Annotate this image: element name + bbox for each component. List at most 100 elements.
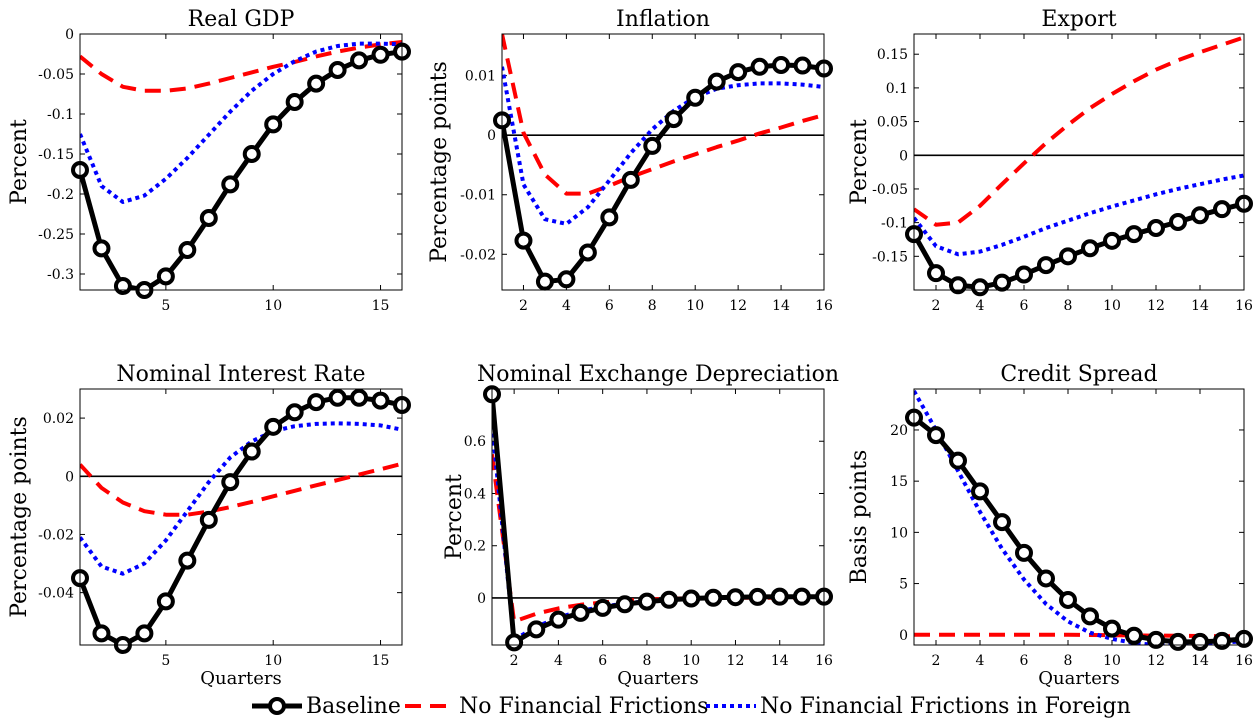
baseline-point	[307, 74, 326, 93]
x-tick-label: 12	[729, 298, 747, 314]
y-tick-label: 0	[477, 591, 486, 607]
baseline-point	[1037, 256, 1055, 275]
y-tick-label: 0.05	[877, 115, 908, 131]
legend-label: Baseline	[306, 694, 401, 719]
series-line-baseline	[914, 201, 1244, 290]
x-tick-label: 12	[1147, 298, 1165, 314]
legend-label: No Financial Frictions in Foreign	[760, 694, 1131, 719]
series-line-baseline	[914, 415, 1244, 645]
baseline-point	[707, 72, 726, 91]
baseline-point	[178, 551, 197, 570]
axes-frame	[79, 388, 403, 646]
y-tick-label: 0	[899, 628, 908, 644]
baseline-point	[1169, 632, 1187, 651]
x-tick-label: 6	[598, 653, 607, 669]
baseline-point	[729, 63, 748, 82]
baseline-point	[600, 208, 619, 227]
x-tick-label: 10	[264, 298, 282, 314]
baseline-point	[221, 175, 240, 194]
series-line-no-financial-frictions-in-foreign	[80, 421, 402, 576]
axes-frame	[501, 33, 825, 291]
baseline-point	[113, 277, 132, 295]
series-line-baseline	[80, 49, 402, 290]
series-line-baseline	[80, 395, 402, 645]
baseline-point	[1147, 630, 1165, 649]
y-tick-label: -0.05	[872, 182, 908, 198]
y-axis-label: Basis points	[847, 450, 872, 585]
y-tick-label: 0.6	[464, 434, 486, 450]
baseline-point	[664, 110, 683, 129]
axes-frame	[79, 33, 403, 291]
y-tick-label: 0.02	[43, 411, 74, 427]
x-tick-label: 4	[976, 653, 985, 669]
baseline-point	[527, 620, 546, 639]
x-tick-label: 4	[554, 653, 563, 669]
x-tick-label: 4	[976, 298, 985, 314]
x-tick-label: 2	[932, 653, 941, 669]
series-line-baseline	[492, 393, 824, 645]
baseline-point	[726, 588, 745, 607]
y-tick-label: 20	[890, 423, 908, 439]
series-line-no-financial-frictions	[80, 461, 402, 517]
baseline-point	[156, 592, 175, 611]
y-tick-label: -0.04	[38, 586, 74, 602]
baseline-point	[1081, 239, 1099, 258]
baseline-point	[535, 272, 554, 291]
x-tick-label: 2	[510, 653, 519, 669]
x-tick-label: 15	[372, 653, 390, 669]
y-tick-label: -0.1	[47, 107, 74, 123]
y-axis-label: Percentage points	[7, 416, 32, 618]
legend-marker	[268, 697, 286, 715]
baseline-point	[949, 276, 967, 295]
x-tick-label: 6	[1020, 653, 1029, 669]
y-tick-label: 0.01	[465, 69, 496, 85]
baseline-point	[371, 45, 390, 64]
y-tick-label: -0.3	[47, 267, 74, 283]
panel-real-gdp: 5 10 15 0 -0.05 -0.1 -0.15 -0.2 -0.25 -0.3 Real GD…	[7, 7, 411, 314]
baseline-point	[264, 115, 283, 134]
axes-frame	[913, 33, 1245, 291]
x-tick-label: 14	[772, 298, 790, 314]
baseline-point	[772, 55, 791, 74]
baseline-point	[750, 57, 769, 76]
legend: Baseline No Financial Frictions No Financi…	[252, 694, 1131, 719]
baseline-point	[682, 589, 701, 608]
x-tick-label: 6	[1020, 298, 1029, 314]
x-tick-label: 14	[1191, 653, 1209, 669]
series-line-no-financial-frictions	[502, 34, 824, 196]
axes-frame	[491, 388, 825, 646]
baseline-point	[927, 426, 945, 445]
x-axis-label: Quarters	[200, 668, 281, 689]
baseline-point	[927, 264, 945, 283]
baseline-point	[792, 587, 811, 606]
y-tick-label: 0.4	[464, 486, 486, 502]
panel-title: Export	[1041, 7, 1116, 32]
y-tick-label: 10	[890, 525, 908, 541]
baseline-point	[578, 243, 597, 262]
baseline-point	[92, 239, 111, 258]
x-tick-label: 10	[264, 653, 282, 669]
baseline-point	[993, 273, 1011, 292]
x-tick-label: 2	[932, 298, 941, 314]
series-line-baseline	[502, 62, 824, 285]
baseline-point	[328, 61, 347, 79]
axes-frame	[913, 388, 1245, 646]
series-line-no-financial-frictions-in-foreign	[502, 66, 824, 226]
baseline-point	[328, 388, 347, 407]
baseline-point	[637, 592, 656, 611]
x-tick-label: 10	[682, 653, 700, 669]
baseline-point	[549, 610, 568, 629]
panel-title: Real GDP	[188, 7, 295, 32]
baseline-point	[92, 624, 111, 643]
x-tick-label: 16	[815, 653, 833, 669]
legend-label: No Financial Frictions	[459, 694, 708, 719]
baseline-point	[264, 417, 283, 436]
y-tick-label: 0.1	[886, 81, 908, 97]
panel-export: 2 4 6 8 10 12 14 16 0.15 0.1 0.05 0 -0.05 -0.1 -0.15 Ex…	[847, 7, 1253, 314]
x-axis-label: Quarters	[1038, 668, 1119, 689]
baseline-point	[1015, 265, 1033, 284]
baseline-point	[971, 278, 989, 297]
y-tick-label: 0	[65, 469, 74, 485]
y-tick-label: -0.02	[460, 247, 496, 263]
panel-title: Nominal Exchange Depreciation	[477, 362, 839, 387]
